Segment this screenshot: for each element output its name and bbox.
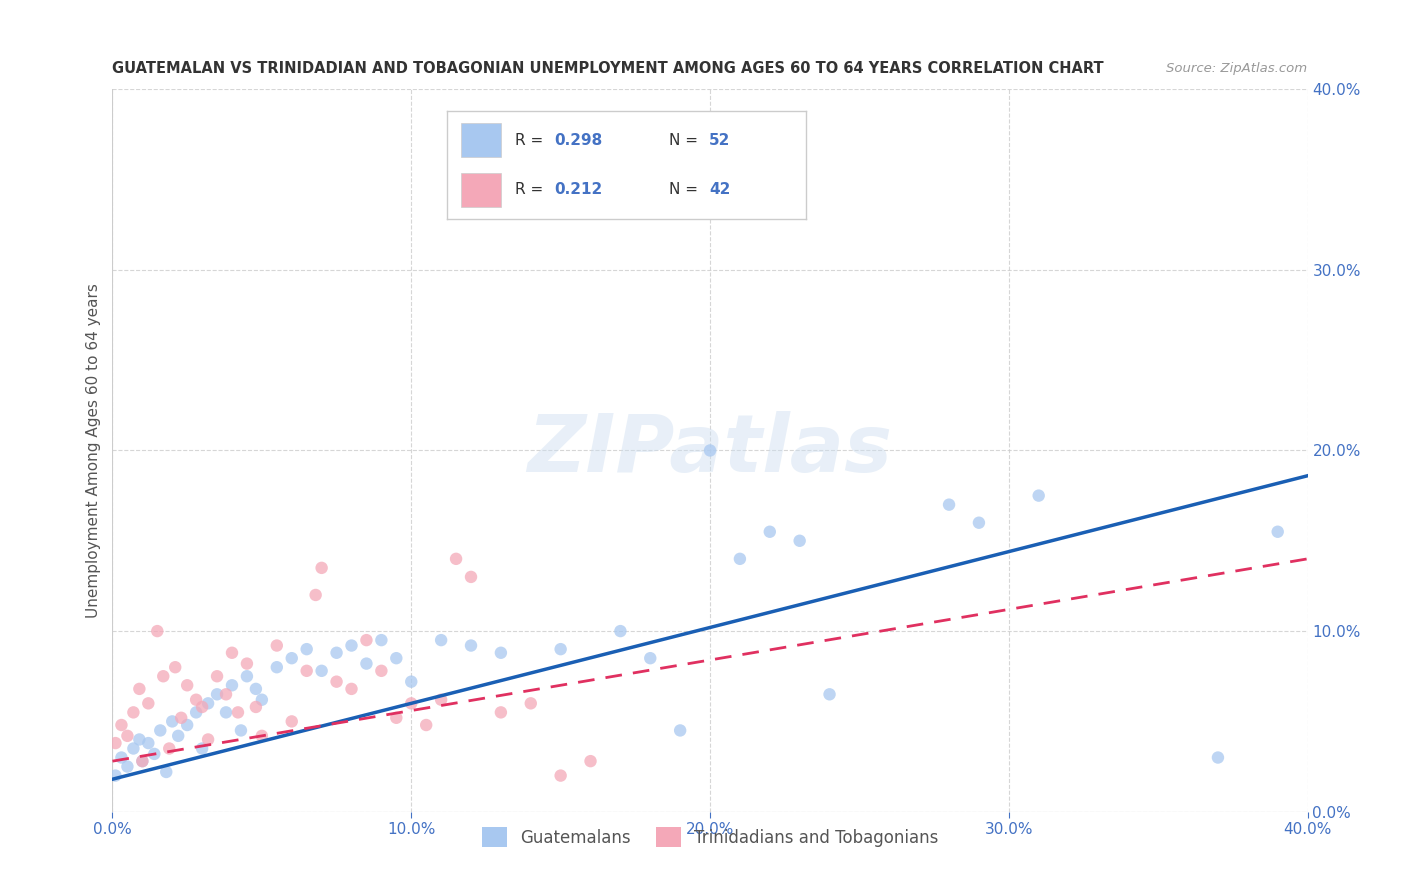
Point [489, 646, 512, 660]
Point [104, 736, 127, 750]
Point [340, 681, 363, 696]
Point [266, 660, 288, 674]
Point [640, 651, 662, 665]
Point [155, 764, 177, 779]
Point [131, 754, 153, 768]
Point [281, 714, 304, 729]
Point [579, 205, 602, 219]
Point [245, 681, 267, 696]
Point [385, 651, 408, 665]
Point [236, 669, 259, 683]
Point [325, 646, 347, 660]
Point [143, 747, 166, 761]
Point [152, 669, 174, 683]
Point [325, 674, 347, 689]
Point [176, 678, 198, 692]
Point [165, 660, 187, 674]
Point [520, 205, 543, 219]
Text: ZIPatlas: ZIPatlas [527, 411, 893, 490]
Point [460, 570, 482, 584]
Point [401, 674, 423, 689]
Y-axis label: Unemployment Among Ages 60 to 64 years: Unemployment Among Ages 60 to 64 years [86, 283, 101, 618]
Point [550, 642, 572, 657]
Point [131, 754, 153, 768]
Point [104, 769, 127, 783]
Point [728, 551, 751, 566]
Point [818, 687, 841, 701]
Point [1028, 489, 1050, 503]
Point [266, 639, 288, 653]
Point [170, 711, 193, 725]
Point [146, 624, 169, 639]
Point [205, 669, 228, 683]
Point [138, 736, 160, 750]
Point [520, 697, 543, 711]
Point [176, 718, 198, 732]
Point [236, 657, 259, 671]
Point [215, 687, 238, 701]
Point [460, 639, 482, 653]
Point [221, 678, 243, 692]
Point [356, 633, 378, 648]
Point [609, 624, 631, 639]
Point [250, 692, 273, 706]
Legend: Guatemalans, Trinidadians and Tobagonians: Guatemalans, Trinidadians and Tobagonian… [475, 821, 945, 854]
Point [1267, 524, 1289, 539]
Point [205, 687, 228, 701]
Point [311, 664, 333, 678]
Point [128, 681, 150, 696]
Point [295, 664, 318, 678]
Point [699, 443, 721, 458]
Point [110, 718, 132, 732]
Point [370, 664, 392, 678]
Point [311, 561, 333, 575]
Point [122, 741, 145, 756]
Point [415, 718, 437, 732]
Point [245, 700, 267, 714]
Point [221, 646, 243, 660]
Point [430, 692, 453, 706]
Point [579, 754, 602, 768]
Point [789, 533, 811, 548]
Point [110, 750, 132, 764]
Point [759, 524, 782, 539]
Point [356, 657, 378, 671]
Point [401, 697, 423, 711]
Text: Source: ZipAtlas.com: Source: ZipAtlas.com [1167, 62, 1308, 75]
Point [162, 714, 183, 729]
Point [197, 732, 219, 747]
Point [215, 706, 238, 720]
Point [1206, 750, 1229, 764]
Point [138, 697, 160, 711]
Point [117, 729, 139, 743]
Point [149, 723, 172, 738]
Point [295, 642, 318, 657]
Point [370, 633, 392, 648]
Point [226, 706, 249, 720]
Point [550, 769, 572, 783]
Point [340, 639, 363, 653]
Point [669, 723, 692, 738]
Point [489, 706, 512, 720]
Point [186, 706, 208, 720]
Point [385, 711, 408, 725]
Point [197, 697, 219, 711]
Point [229, 723, 252, 738]
Point [157, 741, 180, 756]
Point [186, 692, 208, 706]
Point [117, 759, 139, 773]
Point [967, 516, 990, 530]
Point [938, 498, 960, 512]
Text: GUATEMALAN VS TRINIDADIAN AND TOBAGONIAN UNEMPLOYMENT AMONG AGES 60 TO 64 YEARS : GUATEMALAN VS TRINIDADIAN AND TOBAGONIAN… [112, 61, 1104, 76]
Point [281, 651, 304, 665]
Point [167, 729, 190, 743]
Point [430, 633, 453, 648]
Point [122, 706, 145, 720]
Point [191, 741, 214, 756]
Point [191, 700, 214, 714]
Point [444, 551, 467, 566]
Point [305, 588, 328, 602]
Point [250, 729, 273, 743]
Point [128, 732, 150, 747]
